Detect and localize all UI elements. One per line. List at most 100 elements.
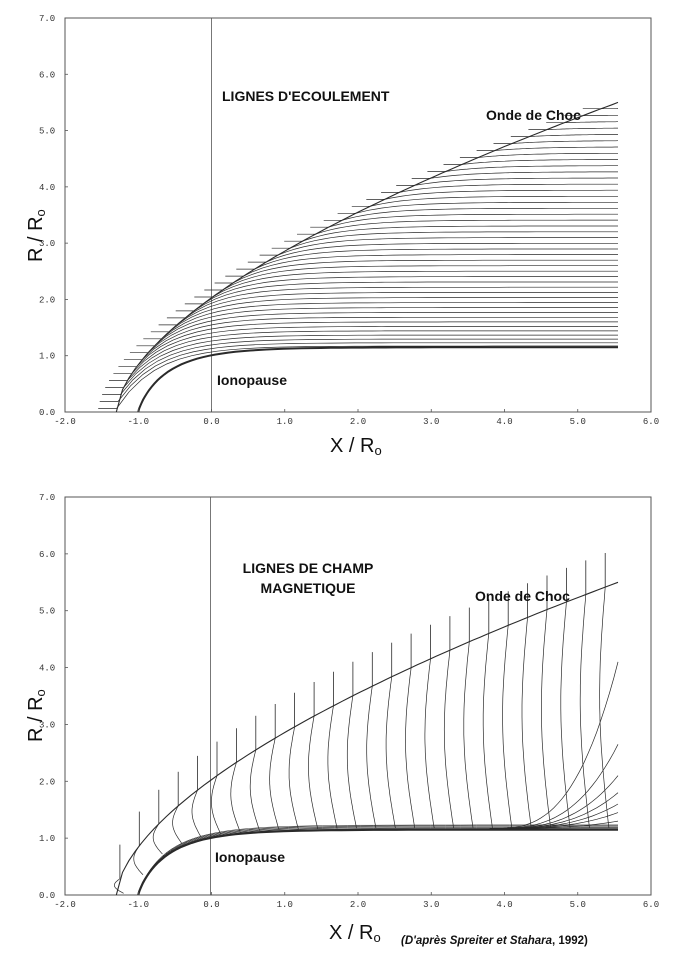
streamline — [99, 342, 618, 402]
streamline — [271, 231, 618, 249]
x-tick-label: 5.0 — [570, 900, 586, 910]
y-tick-label: 4.0 — [39, 664, 55, 674]
streamline — [175, 281, 618, 312]
streamline — [150, 297, 618, 333]
field-line — [463, 641, 474, 828]
field-line — [211, 775, 222, 835]
field-line — [172, 805, 183, 844]
streamline — [105, 334, 618, 388]
x-tick-label: -1.0 — [127, 417, 149, 427]
y-tick-label: 2.0 — [39, 777, 55, 787]
streamline — [259, 237, 618, 256]
streamline — [129, 312, 618, 354]
ionopause-label: Ionopause — [217, 372, 287, 388]
streamline — [427, 165, 618, 172]
y-tick-label: 1.0 — [39, 834, 55, 844]
x-axis-title: X / Ro — [329, 922, 381, 945]
streamline — [102, 338, 618, 395]
field-line — [521, 617, 532, 828]
x-tick-label: 3.0 — [423, 900, 439, 910]
streamline — [194, 270, 618, 298]
y-tick-label: 7.0 — [39, 14, 55, 24]
streamline — [225, 254, 618, 277]
field-line — [288, 726, 299, 829]
shock-label: Onde de Choc — [486, 107, 581, 123]
field-line — [152, 823, 163, 855]
x-tick-label: 3.0 — [423, 417, 439, 427]
flow-lines — [98, 101, 619, 413]
streamline — [166, 286, 618, 319]
source-credit: (D'après Spreiter et Stahara, 1992) — [401, 935, 588, 947]
y-tick-label: 3.0 — [39, 239, 55, 249]
streamline — [528, 127, 618, 130]
x-tick-label: 6.0 — [643, 417, 659, 427]
field-line — [346, 695, 357, 829]
tail-field-line — [489, 744, 619, 829]
y-tick-label: 0.0 — [39, 408, 55, 418]
field-line — [366, 686, 377, 829]
field-line — [560, 601, 571, 828]
streamline — [337, 201, 618, 214]
tail-field-line — [489, 792, 619, 829]
streamline — [118, 321, 618, 368]
streamline — [214, 259, 618, 284]
field-line — [114, 878, 124, 894]
y-tick-label: 6.0 — [39, 70, 55, 80]
field-line — [424, 658, 435, 829]
panel-title: LIGNES D'ECOULEMENT — [222, 88, 390, 104]
streamline — [323, 207, 618, 221]
shock-front-curve — [115, 101, 619, 413]
streamline — [351, 195, 618, 207]
streamline — [143, 302, 618, 340]
streamline — [204, 265, 618, 291]
x-tick-labels: -2.0 -1.0 0.0 1.0 2.0 3.0 4.0 5.0 6.0 — [54, 892, 659, 910]
field-line — [249, 749, 260, 831]
x-tick-label: 0.0 — [203, 900, 219, 910]
field-line — [230, 762, 241, 832]
field-line — [405, 667, 416, 829]
field-line — [579, 594, 590, 828]
streamline — [184, 276, 618, 305]
y-tick-labels: 0.0 1.0 2.0 3.0 4.0 5.0 6.0 7.0 — [39, 493, 68, 901]
draped-line — [138, 824, 618, 896]
field-line — [269, 738, 280, 830]
x-tick-labels: -2.0 -1.0 0.0 1.0 2.0 3.0 4.0 5.0 6.0 — [54, 409, 659, 427]
y-tick-label: 6.0 — [39, 550, 55, 560]
streamline — [366, 189, 618, 200]
x-tick-label: 6.0 — [643, 900, 659, 910]
streamline — [109, 330, 618, 381]
x-tick-label: -2.0 — [54, 417, 76, 427]
flow-lines-panel: -2.0 -1.0 0.0 1.0 2.0 3.0 4.0 5.0 6.0 0.0 1.0 2.0 3… — [25, 14, 659, 458]
field-line — [541, 609, 551, 828]
field-line — [502, 625, 513, 828]
streamline — [443, 159, 618, 165]
y-tick-labels: 0.0 1.0 2.0 3.0 4.0 5.0 6.0 7.0 — [39, 14, 68, 418]
x-tick-label: 0.0 — [203, 417, 219, 427]
x-tick-label: 4.0 — [496, 417, 512, 427]
y-tick-label: 5.0 — [39, 607, 55, 617]
ionopause-label: Ionopause — [215, 849, 285, 865]
field-line — [599, 587, 610, 828]
streamline — [297, 219, 618, 235]
field-line — [308, 716, 319, 829]
y-tick-label: 4.0 — [39, 183, 55, 193]
y-tick-label: 7.0 — [39, 493, 55, 503]
streamline — [546, 121, 618, 124]
panel-title-line2: MAGNETIQUE — [261, 580, 356, 596]
y-axis-title: R / Ro — [25, 209, 48, 262]
streamline — [411, 171, 618, 179]
tail-field-line — [489, 812, 619, 829]
streamline — [310, 213, 618, 228]
streamline — [396, 177, 618, 186]
x-axis-title: X / Ro — [330, 435, 382, 458]
field-lines — [114, 553, 619, 896]
streamline — [510, 134, 619, 137]
streamline — [136, 307, 618, 347]
x-tick-label: -2.0 — [54, 900, 76, 910]
x-tick-label: 1.0 — [277, 900, 293, 910]
field-line — [327, 705, 338, 829]
streamline — [247, 242, 618, 263]
streamline — [236, 248, 618, 270]
y-tick-label: 0.0 — [39, 891, 55, 901]
